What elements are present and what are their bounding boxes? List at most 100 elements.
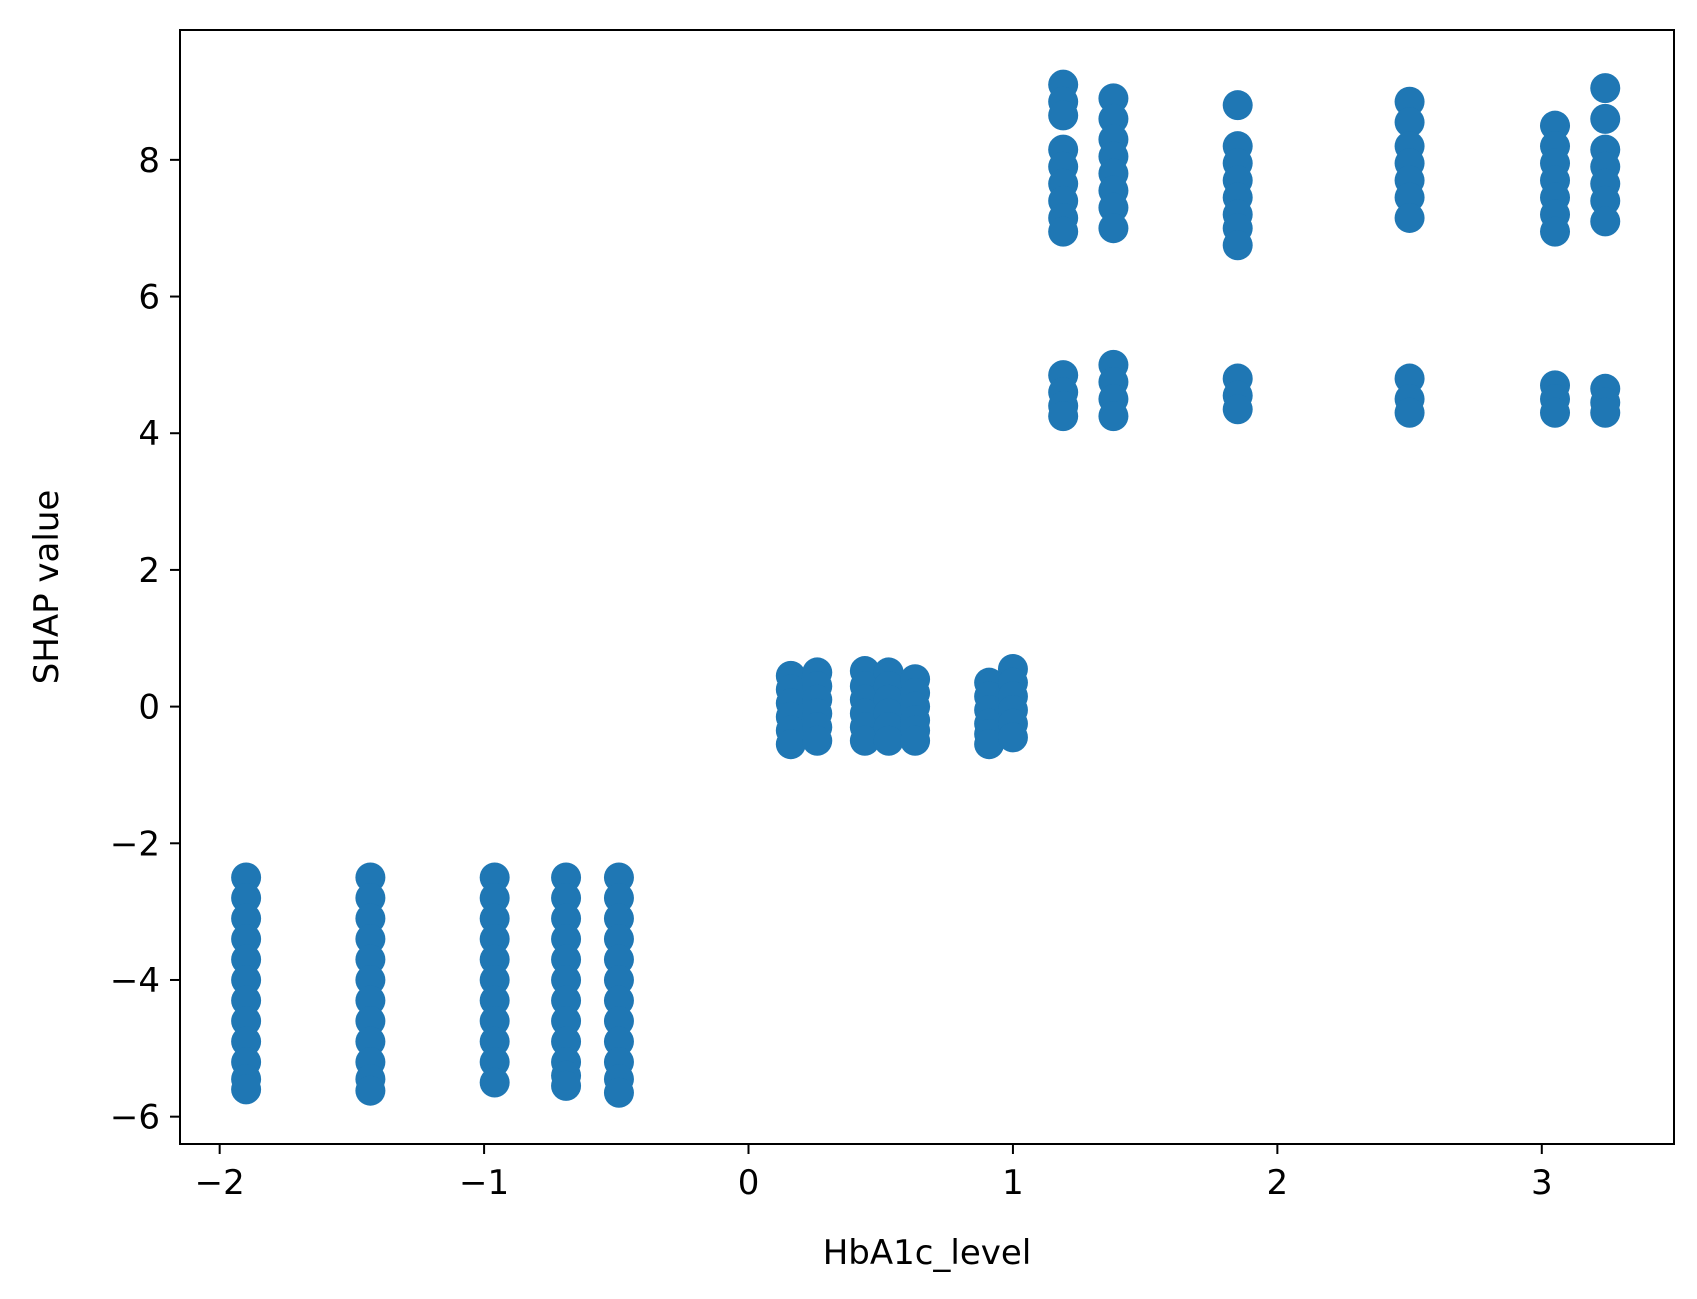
x-axis-label: HbA1c_level <box>823 1233 1032 1273</box>
data-point <box>355 1005 386 1036</box>
data-point <box>1394 107 1425 138</box>
x-tick-label: 3 <box>1531 1163 1553 1203</box>
data-point <box>1048 100 1079 131</box>
data-point <box>1394 363 1425 394</box>
data-point <box>551 1026 582 1057</box>
data-point <box>355 862 386 893</box>
data-point <box>802 725 833 756</box>
data-point <box>479 882 510 913</box>
y-tick-label: 2 <box>138 551 160 591</box>
y-tick-label: 0 <box>138 688 160 728</box>
data-point <box>1098 401 1129 432</box>
data-point <box>603 1026 634 1057</box>
data-point <box>551 882 582 913</box>
x-tick-label: 2 <box>1267 1163 1289 1203</box>
data-point <box>355 944 386 975</box>
data-point <box>1590 397 1621 428</box>
data-point <box>231 903 262 934</box>
data-point <box>1048 401 1079 432</box>
data-point <box>1540 397 1571 428</box>
x-axis-ticks: −2 −1 0 1 2 3 <box>195 1144 1553 1203</box>
data-point <box>1222 230 1253 261</box>
data-point <box>355 1026 386 1057</box>
data-point <box>231 985 262 1016</box>
data-point <box>355 964 386 995</box>
data-point <box>1394 397 1425 428</box>
data-point <box>355 923 386 954</box>
data-points <box>231 69 1621 1108</box>
data-point <box>1590 206 1621 237</box>
y-tick-label: 8 <box>138 141 160 181</box>
data-point <box>479 985 510 1016</box>
data-point <box>551 944 582 975</box>
data-point <box>603 862 634 893</box>
data-point <box>479 923 510 954</box>
data-point <box>1590 73 1621 104</box>
data-point <box>231 1074 262 1105</box>
data-point <box>1394 182 1425 213</box>
data-point <box>1540 110 1571 141</box>
data-point <box>873 725 904 756</box>
x-tick-label: 0 <box>738 1163 760 1203</box>
x-tick-label: 1 <box>1002 1163 1024 1203</box>
data-point <box>974 729 1005 760</box>
data-point <box>1590 103 1621 134</box>
data-point <box>479 1026 510 1057</box>
data-point <box>355 1075 386 1106</box>
data-point <box>900 725 931 756</box>
data-point <box>775 729 806 760</box>
data-point <box>551 964 582 995</box>
data-point <box>355 985 386 1016</box>
data-point <box>231 862 262 893</box>
data-point <box>479 903 510 934</box>
plot-frame <box>179 29 1675 1145</box>
y-axis-label: SHAP value <box>27 490 67 685</box>
data-point <box>1048 216 1079 247</box>
data-point <box>1590 185 1621 216</box>
data-point <box>479 1046 510 1077</box>
data-point <box>603 1077 634 1108</box>
data-point <box>231 882 262 913</box>
data-point <box>231 923 262 954</box>
data-point <box>1222 90 1253 121</box>
data-point <box>1098 83 1129 114</box>
data-point <box>355 903 386 934</box>
data-point <box>551 862 582 893</box>
data-point <box>1098 103 1129 134</box>
data-point <box>1394 86 1425 117</box>
data-point <box>1540 216 1571 247</box>
data-point <box>849 725 880 756</box>
data-point <box>479 862 510 893</box>
data-point <box>603 923 634 954</box>
y-tick-label: 4 <box>138 414 160 454</box>
data-point <box>1222 394 1253 425</box>
data-point <box>997 722 1028 753</box>
x-tick-label: −1 <box>459 1163 509 1203</box>
data-point <box>479 944 510 975</box>
data-point <box>1394 202 1425 233</box>
data-point <box>231 1005 262 1036</box>
data-point <box>355 882 386 913</box>
data-point <box>1098 192 1129 223</box>
data-point <box>603 985 634 1016</box>
data-point <box>479 964 510 995</box>
data-point <box>603 903 634 934</box>
data-point <box>603 1005 634 1036</box>
data-point <box>479 1005 510 1036</box>
data-point <box>1098 213 1129 244</box>
data-point <box>231 944 262 975</box>
y-tick-label: 6 <box>138 278 160 318</box>
data-point <box>551 1005 582 1036</box>
x-tick-label: −2 <box>195 1163 245 1203</box>
data-point <box>479 1067 510 1098</box>
data-point <box>551 923 582 954</box>
y-axis-ticks: −6 −4 −2 0 2 4 6 8 <box>110 141 180 1138</box>
data-point <box>603 944 634 975</box>
data-point <box>603 964 634 995</box>
data-point <box>231 964 262 995</box>
data-point <box>231 1026 262 1057</box>
data-point <box>551 903 582 934</box>
y-tick-label: −6 <box>110 1098 160 1138</box>
data-point <box>551 985 582 1016</box>
